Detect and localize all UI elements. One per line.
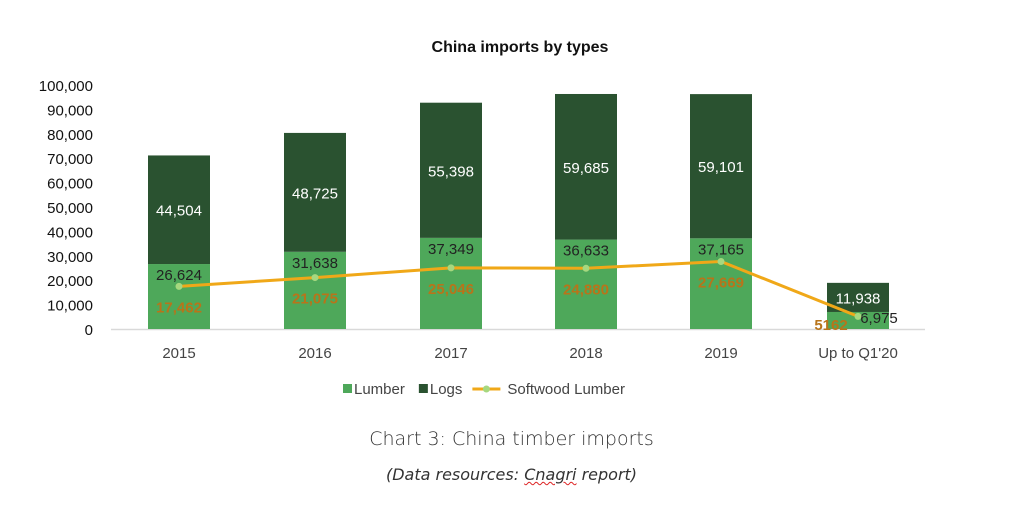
logs-data-label: 55,398 <box>428 163 474 180</box>
bar-logs <box>690 94 752 239</box>
lumber-data-label: 26,624 <box>156 267 202 284</box>
x-tick-label: 2015 <box>162 345 195 362</box>
y-tick-label: 100,000 <box>39 78 93 95</box>
logs-data-label: 59,685 <box>563 160 609 177</box>
y-tick-label: 60,000 <box>47 176 93 193</box>
softwood-data-label: 25,046 <box>428 281 474 298</box>
softwood-data-label: 21,075 <box>292 291 338 308</box>
y-tick-label: 20,000 <box>47 273 93 290</box>
y-tick-label: 30,000 <box>47 249 93 266</box>
softwood-marker <box>447 264 455 272</box>
x-tick-label: 2018 <box>569 345 602 362</box>
softwood-lumber-line <box>178 259 859 318</box>
bar-logs <box>284 132 346 252</box>
y-tick-label: 90,000 <box>47 102 93 119</box>
logs-data-label: 59,101 <box>698 159 744 176</box>
legend-label: Logs <box>430 381 463 398</box>
bar-lumber <box>148 264 210 329</box>
legend-swatch-lumber <box>343 384 352 393</box>
legend-swatch-logs <box>418 384 428 393</box>
bar-lumber <box>420 237 482 329</box>
bar-lumber <box>690 238 752 329</box>
chart-caption: Chart 3: China timber imports <box>369 428 654 450</box>
source-name: Cnagri <box>524 465 577 484</box>
softwood-data-label: 27,669 <box>698 274 744 291</box>
softwood-marker <box>717 257 725 265</box>
y-tick-label: 50,000 <box>47 200 93 217</box>
bar-logs <box>555 93 617 240</box>
y-tick-label: 40,000 <box>47 224 93 241</box>
logs-data-label: 44,504 <box>156 203 202 220</box>
data-source: (Data resources: Cnagri report) <box>0 465 1023 484</box>
lumber-data-label: 36,633 <box>563 243 609 260</box>
stacked-bar-chart: China imports by types 0 10,000 20,000 30,0… <box>39 39 925 398</box>
y-tick-label: 80,000 <box>47 127 93 144</box>
bar-lumber <box>827 311 889 329</box>
source-suffix: report) <box>576 465 638 484</box>
softwood-marker <box>175 282 183 290</box>
softwood-marker <box>854 312 862 320</box>
softwood-data-label: 17,462 <box>156 299 202 316</box>
chart-title: China imports by types <box>432 39 609 56</box>
legend-marker-softwood-lumber <box>482 385 490 393</box>
y-tick-label: 0 <box>85 322 93 339</box>
bar-logs <box>420 102 482 238</box>
logs-data-label: 11,938 <box>836 290 881 307</box>
lumber-data-label: 37,165 <box>698 241 744 258</box>
lumber-data-label: 6,975 <box>860 310 898 327</box>
lumber-data-label: 37,349 <box>428 241 474 258</box>
bar-lumber <box>555 239 617 329</box>
softwood-marker <box>582 264 590 272</box>
x-tick-label: 2017 <box>434 345 467 362</box>
x-tick-label: Up to Q1'20 <box>818 345 898 362</box>
legend-label: Lumber <box>354 381 405 398</box>
softwood-data-label: 24,880 <box>563 281 609 298</box>
source-prefix: (Data resources: <box>385 465 525 484</box>
bar-logs <box>148 155 210 265</box>
logs-data-label: 48,725 <box>292 185 338 202</box>
softwood-marker <box>311 274 319 282</box>
legend-label: Softwood Lumber <box>507 381 625 398</box>
x-tick-label: 2019 <box>704 345 737 362</box>
x-tick-label: 2016 <box>298 345 331 362</box>
bar-lumber <box>284 251 346 329</box>
y-tick-label: 70,000 <box>47 151 93 168</box>
softwood-data-label: 5162 <box>814 317 847 334</box>
y-tick-label: 10,000 <box>47 298 93 315</box>
lumber-data-label: 31,638 <box>292 255 338 272</box>
